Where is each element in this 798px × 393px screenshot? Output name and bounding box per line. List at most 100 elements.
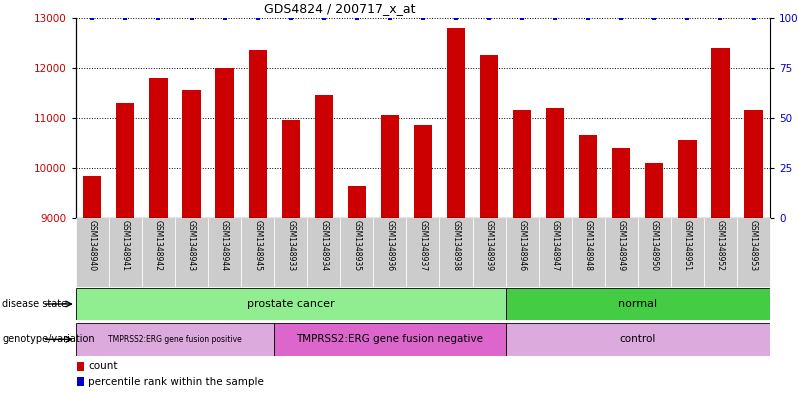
Text: genotype/variation: genotype/variation xyxy=(2,334,95,344)
Title: GDS4824 / 200717_x_at: GDS4824 / 200717_x_at xyxy=(264,2,416,15)
Bar xyxy=(678,140,697,218)
Bar xyxy=(646,163,663,218)
Bar xyxy=(109,218,142,287)
Bar xyxy=(506,288,770,320)
Bar xyxy=(183,90,200,218)
Text: GSM1348941: GSM1348941 xyxy=(121,220,130,271)
Bar xyxy=(571,218,605,287)
Text: disease state: disease state xyxy=(2,299,68,309)
Bar xyxy=(117,103,135,218)
Bar xyxy=(711,48,729,218)
Bar xyxy=(447,28,465,218)
Bar xyxy=(248,50,267,218)
Point xyxy=(582,15,595,21)
Text: GSM1348942: GSM1348942 xyxy=(154,220,163,271)
Bar xyxy=(704,218,737,287)
Point xyxy=(251,15,264,21)
Bar xyxy=(612,148,630,218)
Point xyxy=(615,15,628,21)
Bar xyxy=(605,218,638,287)
Text: GSM1348936: GSM1348936 xyxy=(385,220,394,271)
Text: control: control xyxy=(619,334,656,344)
Point xyxy=(648,15,661,21)
Text: GSM1348953: GSM1348953 xyxy=(749,220,758,271)
Bar xyxy=(539,218,571,287)
Bar xyxy=(745,110,763,218)
Point xyxy=(86,15,99,21)
Bar xyxy=(149,78,168,218)
Bar xyxy=(175,218,208,287)
Point xyxy=(152,15,165,21)
Text: percentile rank within the sample: percentile rank within the sample xyxy=(89,376,264,387)
Bar xyxy=(546,108,564,218)
Text: prostate cancer: prostate cancer xyxy=(247,299,334,309)
Bar xyxy=(77,362,84,371)
Text: GSM1348949: GSM1348949 xyxy=(617,220,626,271)
Bar xyxy=(142,218,175,287)
Text: GSM1348939: GSM1348939 xyxy=(484,220,493,271)
Text: GSM1348944: GSM1348944 xyxy=(220,220,229,271)
Point xyxy=(483,15,496,21)
Bar xyxy=(348,185,366,218)
Bar xyxy=(480,55,498,218)
Bar xyxy=(506,323,770,356)
Text: GSM1348947: GSM1348947 xyxy=(551,220,559,271)
Point xyxy=(681,15,693,21)
Text: GSM1348940: GSM1348940 xyxy=(88,220,97,271)
Bar xyxy=(282,120,300,218)
Bar xyxy=(440,218,472,287)
Text: count: count xyxy=(89,362,118,371)
Bar xyxy=(275,218,307,287)
Bar xyxy=(307,218,340,287)
Text: GSM1348934: GSM1348934 xyxy=(319,220,328,271)
Text: GSM1348951: GSM1348951 xyxy=(683,220,692,271)
Bar xyxy=(381,116,399,218)
Bar xyxy=(513,110,531,218)
Text: GSM1348935: GSM1348935 xyxy=(353,220,361,271)
Point xyxy=(119,15,132,21)
Bar xyxy=(638,218,671,287)
Point xyxy=(185,15,198,21)
Bar xyxy=(671,218,704,287)
Text: GSM1348933: GSM1348933 xyxy=(286,220,295,271)
Bar xyxy=(506,218,539,287)
Bar xyxy=(737,218,770,287)
Point xyxy=(218,15,231,21)
Bar xyxy=(579,136,598,218)
Bar xyxy=(83,176,101,218)
Text: GSM1348937: GSM1348937 xyxy=(418,220,428,271)
Text: TMPRSS2:ERG gene fusion positive: TMPRSS2:ERG gene fusion positive xyxy=(108,335,242,344)
Text: TMPRSS2:ERG gene fusion negative: TMPRSS2:ERG gene fusion negative xyxy=(296,334,484,344)
Bar xyxy=(76,288,506,320)
Point xyxy=(449,15,462,21)
Bar xyxy=(406,218,440,287)
Text: GSM1348938: GSM1348938 xyxy=(452,220,460,271)
Point xyxy=(350,15,363,21)
Bar xyxy=(373,218,406,287)
Bar xyxy=(340,218,373,287)
Bar xyxy=(215,68,234,218)
Bar xyxy=(275,323,506,356)
Bar xyxy=(241,218,275,287)
Text: GSM1348952: GSM1348952 xyxy=(716,220,725,271)
Bar xyxy=(414,125,432,218)
Text: GSM1348943: GSM1348943 xyxy=(187,220,196,271)
Text: GSM1348950: GSM1348950 xyxy=(650,220,659,271)
Bar xyxy=(76,218,109,287)
Point xyxy=(318,15,330,21)
Bar xyxy=(314,95,333,218)
Bar xyxy=(208,218,241,287)
Point xyxy=(417,15,429,21)
Text: normal: normal xyxy=(618,299,658,309)
Point xyxy=(549,15,562,21)
Bar xyxy=(472,218,506,287)
Point xyxy=(747,15,760,21)
Text: GSM1348946: GSM1348946 xyxy=(518,220,527,271)
Point xyxy=(714,15,727,21)
Point xyxy=(516,15,528,21)
Bar xyxy=(77,377,84,386)
Point xyxy=(284,15,297,21)
Text: GSM1348945: GSM1348945 xyxy=(253,220,262,271)
Bar xyxy=(76,323,275,356)
Point xyxy=(384,15,397,21)
